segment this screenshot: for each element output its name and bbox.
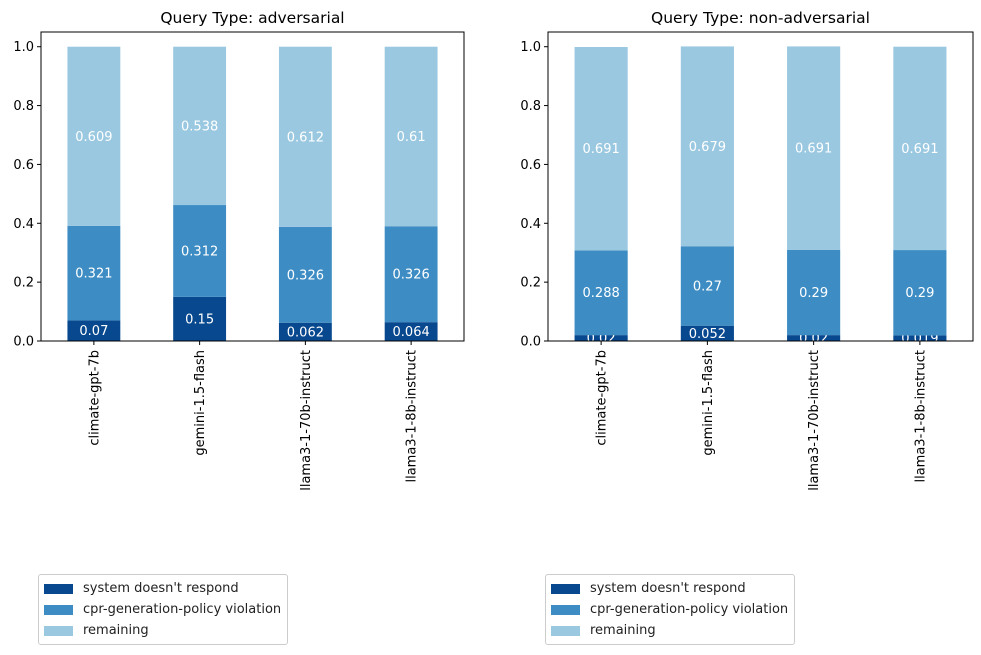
x-tick-label: climate-gpt-7b (87, 350, 102, 446)
data-label: 0.321 (75, 267, 112, 282)
data-label: 0.612 (287, 130, 324, 145)
data-label: 0.019 (901, 332, 938, 347)
bar-segment (787, 249, 841, 336)
bar-segment (680, 46, 734, 247)
legend-label: system doesn't respond (590, 581, 746, 596)
data-label: 0.29 (905, 286, 934, 301)
data-label: 0.02 (587, 332, 616, 347)
y-tick-label: 0.0 (13, 335, 34, 350)
bar-segment (893, 46, 947, 251)
data-label: 0.07 (79, 324, 108, 339)
y-tick-label: 0.2 (13, 276, 34, 291)
data-label: 0.609 (75, 130, 112, 145)
x-tick-label: llama3-1-8b-instruct (913, 350, 928, 483)
bar-segment (67, 225, 121, 321)
data-label: 0.326 (393, 268, 430, 283)
bar-segment (574, 250, 628, 336)
y-tick-label: 0.8 (13, 99, 34, 114)
bar-segment (574, 47, 628, 251)
legend-entry: system doesn't respond (551, 578, 788, 599)
data-label: 0.538 (181, 119, 218, 134)
legend-label: remaining (590, 623, 656, 638)
legend-swatch (551, 604, 580, 615)
bar-segment (384, 322, 438, 341)
data-label: 0.052 (689, 327, 726, 342)
bar-segment (893, 335, 947, 341)
chart-title: Query Type: non-adversarial (651, 9, 870, 27)
y-tick-label: 0.6 (13, 158, 34, 173)
y-tick-label: 0.6 (520, 158, 541, 173)
legend-swatch (44, 583, 73, 594)
y-tick-label: 0.4 (13, 217, 34, 232)
data-label: 0.61 (397, 130, 426, 145)
data-label: 0.15 (185, 312, 214, 327)
x-tick-label: gemini-1.5-flash (701, 350, 716, 456)
bar-segment (278, 226, 332, 323)
bar-segment (278, 322, 332, 341)
data-label: 0.691 (901, 142, 938, 157)
data-label: 0.064 (393, 325, 430, 340)
data-label: 0.679 (689, 140, 726, 155)
data-label: 0.02 (799, 332, 828, 347)
y-tick-label: 0.2 (520, 276, 541, 291)
data-label: 0.27 (693, 279, 722, 294)
y-tick-label: 0.0 (520, 335, 541, 350)
x-tick-label: llama3-1-8b-instruct (405, 350, 420, 483)
bar-segment (574, 335, 628, 341)
bar-segment (384, 46, 438, 227)
bar-segment (173, 205, 227, 297)
legend-right: system doesn't respond cpr-generation-po… (545, 574, 796, 645)
legend-entry: cpr-generation-policy violation (44, 599, 281, 620)
legend-swatch (551, 583, 580, 594)
y-tick-label: 1.0 (520, 40, 541, 55)
bar-segment (680, 246, 734, 326)
legend-label: cpr-generation-policy violation (590, 602, 789, 617)
bar-segment (278, 46, 332, 227)
bar-segment (173, 46, 227, 206)
bar-segment (680, 325, 734, 341)
y-tick-label: 1.0 (13, 40, 34, 55)
bar-segment (67, 46, 121, 226)
data-label: 0.691 (795, 142, 832, 157)
data-label: 0.062 (287, 325, 324, 340)
x-tick-label: climate-gpt-7b (595, 350, 610, 446)
bar-segment (384, 226, 438, 323)
legend-entry: cpr-generation-policy violation (551, 599, 788, 620)
bar-segment (173, 296, 227, 341)
legend-entry: remaining (44, 620, 281, 641)
x-tick-label: llama3-1-70b-instruct (299, 350, 314, 491)
legend-entry: remaining (551, 620, 788, 641)
y-tick-label: 0.4 (520, 217, 541, 232)
legend-label: cpr-generation-policy violation (83, 602, 282, 617)
bar-segment (787, 46, 841, 250)
legend-entry: system doesn't respond (44, 578, 281, 599)
legend-label: system doesn't respond (83, 581, 239, 596)
data-label: 0.326 (287, 268, 324, 283)
data-label: 0.312 (181, 244, 218, 259)
legend-swatch (44, 604, 73, 615)
axes-frame (40, 31, 465, 342)
bar-segment (787, 335, 841, 341)
legend-left: system doesn't respond cpr-generation-po… (38, 574, 289, 645)
data-label: 0.29 (799, 286, 828, 301)
data-label: 0.691 (583, 142, 620, 157)
x-tick-label: llama3-1-70b-instruct (807, 350, 822, 491)
bar-segment (893, 250, 947, 336)
x-tick-label: gemini-1.5-flash (193, 350, 208, 456)
legend-swatch (44, 625, 73, 636)
data-label: 0.288 (583, 286, 620, 301)
chart-title: Query Type: adversarial (160, 9, 344, 27)
bar-segment (67, 320, 121, 341)
y-tick-label: 0.8 (520, 99, 541, 114)
legend-swatch (551, 625, 580, 636)
axes-frame (547, 31, 974, 342)
legend-label: remaining (83, 623, 149, 638)
